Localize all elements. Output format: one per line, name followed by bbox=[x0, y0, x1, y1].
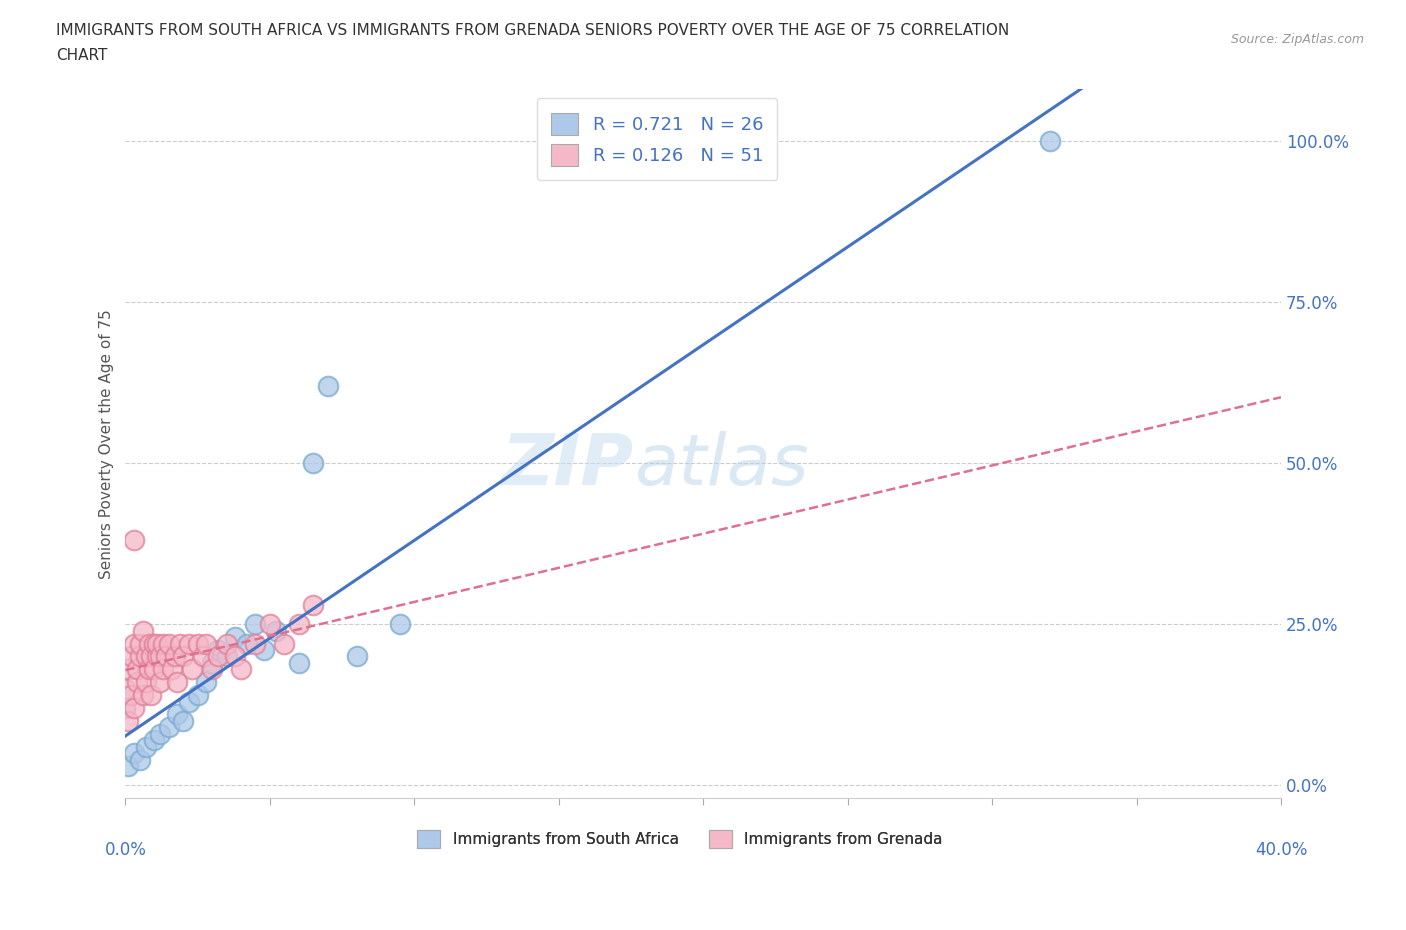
Point bbox=[187, 687, 209, 702]
Point bbox=[149, 726, 172, 741]
Point bbox=[149, 675, 172, 690]
Legend: Immigrants from South Africa, Immigrants from Grenada: Immigrants from South Africa, Immigrants… bbox=[412, 824, 949, 855]
Point bbox=[195, 636, 218, 651]
Text: 40.0%: 40.0% bbox=[1254, 841, 1308, 858]
Point bbox=[120, 649, 142, 664]
Point bbox=[117, 759, 139, 774]
Point bbox=[122, 636, 145, 651]
Point bbox=[114, 682, 136, 697]
Point bbox=[122, 700, 145, 715]
Point bbox=[135, 675, 157, 690]
Point bbox=[302, 597, 325, 612]
Point bbox=[288, 617, 311, 631]
Point bbox=[195, 675, 218, 690]
Text: ZIP: ZIP bbox=[502, 431, 634, 499]
Point bbox=[245, 617, 267, 631]
Point bbox=[224, 649, 246, 664]
Point bbox=[149, 649, 172, 664]
Point bbox=[146, 649, 169, 664]
Point bbox=[215, 649, 238, 664]
Point bbox=[172, 713, 194, 728]
Point bbox=[152, 662, 174, 677]
Point bbox=[141, 687, 163, 702]
Text: IMMIGRANTS FROM SOUTH AFRICA VS IMMIGRANTS FROM GRENADA SENIORS POVERTY OVER THE: IMMIGRANTS FROM SOUTH AFRICA VS IMMIGRAN… bbox=[56, 23, 1010, 38]
Point bbox=[236, 636, 259, 651]
Point bbox=[229, 662, 252, 677]
Y-axis label: Seniors Poverty Over the Age of 75: Seniors Poverty Over the Age of 75 bbox=[100, 309, 114, 578]
Point bbox=[138, 636, 160, 651]
Point bbox=[155, 649, 177, 664]
Point bbox=[129, 752, 152, 767]
Point bbox=[207, 649, 229, 664]
Point bbox=[143, 733, 166, 748]
Point bbox=[166, 707, 188, 722]
Point bbox=[259, 617, 281, 631]
Point bbox=[224, 630, 246, 644]
Point bbox=[215, 636, 238, 651]
Point bbox=[157, 720, 180, 735]
Point bbox=[177, 636, 200, 651]
Point bbox=[117, 662, 139, 677]
Text: Source: ZipAtlas.com: Source: ZipAtlas.com bbox=[1230, 33, 1364, 46]
Point bbox=[125, 662, 148, 677]
Point bbox=[135, 649, 157, 664]
Point bbox=[316, 379, 339, 393]
Point bbox=[302, 456, 325, 471]
Point bbox=[129, 649, 152, 664]
Point bbox=[122, 746, 145, 761]
Point bbox=[141, 649, 163, 664]
Point bbox=[163, 649, 186, 664]
Point bbox=[129, 636, 152, 651]
Point bbox=[120, 687, 142, 702]
Point bbox=[273, 636, 295, 651]
Point bbox=[143, 636, 166, 651]
Point bbox=[152, 636, 174, 651]
Point bbox=[180, 662, 202, 677]
Point bbox=[207, 643, 229, 658]
Point bbox=[187, 636, 209, 651]
Point bbox=[264, 623, 287, 638]
Point bbox=[388, 617, 411, 631]
Point bbox=[114, 700, 136, 715]
Point bbox=[132, 623, 155, 638]
Point bbox=[288, 656, 311, 671]
Point bbox=[253, 643, 276, 658]
Point bbox=[157, 636, 180, 651]
Point bbox=[160, 662, 183, 677]
Point bbox=[201, 662, 224, 677]
Point bbox=[169, 636, 191, 651]
Point bbox=[201, 656, 224, 671]
Point bbox=[125, 675, 148, 690]
Point bbox=[193, 649, 215, 664]
Point bbox=[117, 713, 139, 728]
Point bbox=[245, 636, 267, 651]
Point bbox=[172, 649, 194, 664]
Text: 0.0%: 0.0% bbox=[104, 841, 146, 858]
Point bbox=[138, 662, 160, 677]
Point bbox=[135, 739, 157, 754]
Point bbox=[143, 662, 166, 677]
Text: atlas: atlas bbox=[634, 431, 808, 499]
Point bbox=[346, 649, 368, 664]
Point bbox=[1039, 134, 1062, 149]
Point bbox=[166, 675, 188, 690]
Point bbox=[146, 636, 169, 651]
Point bbox=[177, 694, 200, 709]
Point bbox=[132, 687, 155, 702]
Point bbox=[122, 533, 145, 548]
Text: CHART: CHART bbox=[56, 48, 108, 63]
